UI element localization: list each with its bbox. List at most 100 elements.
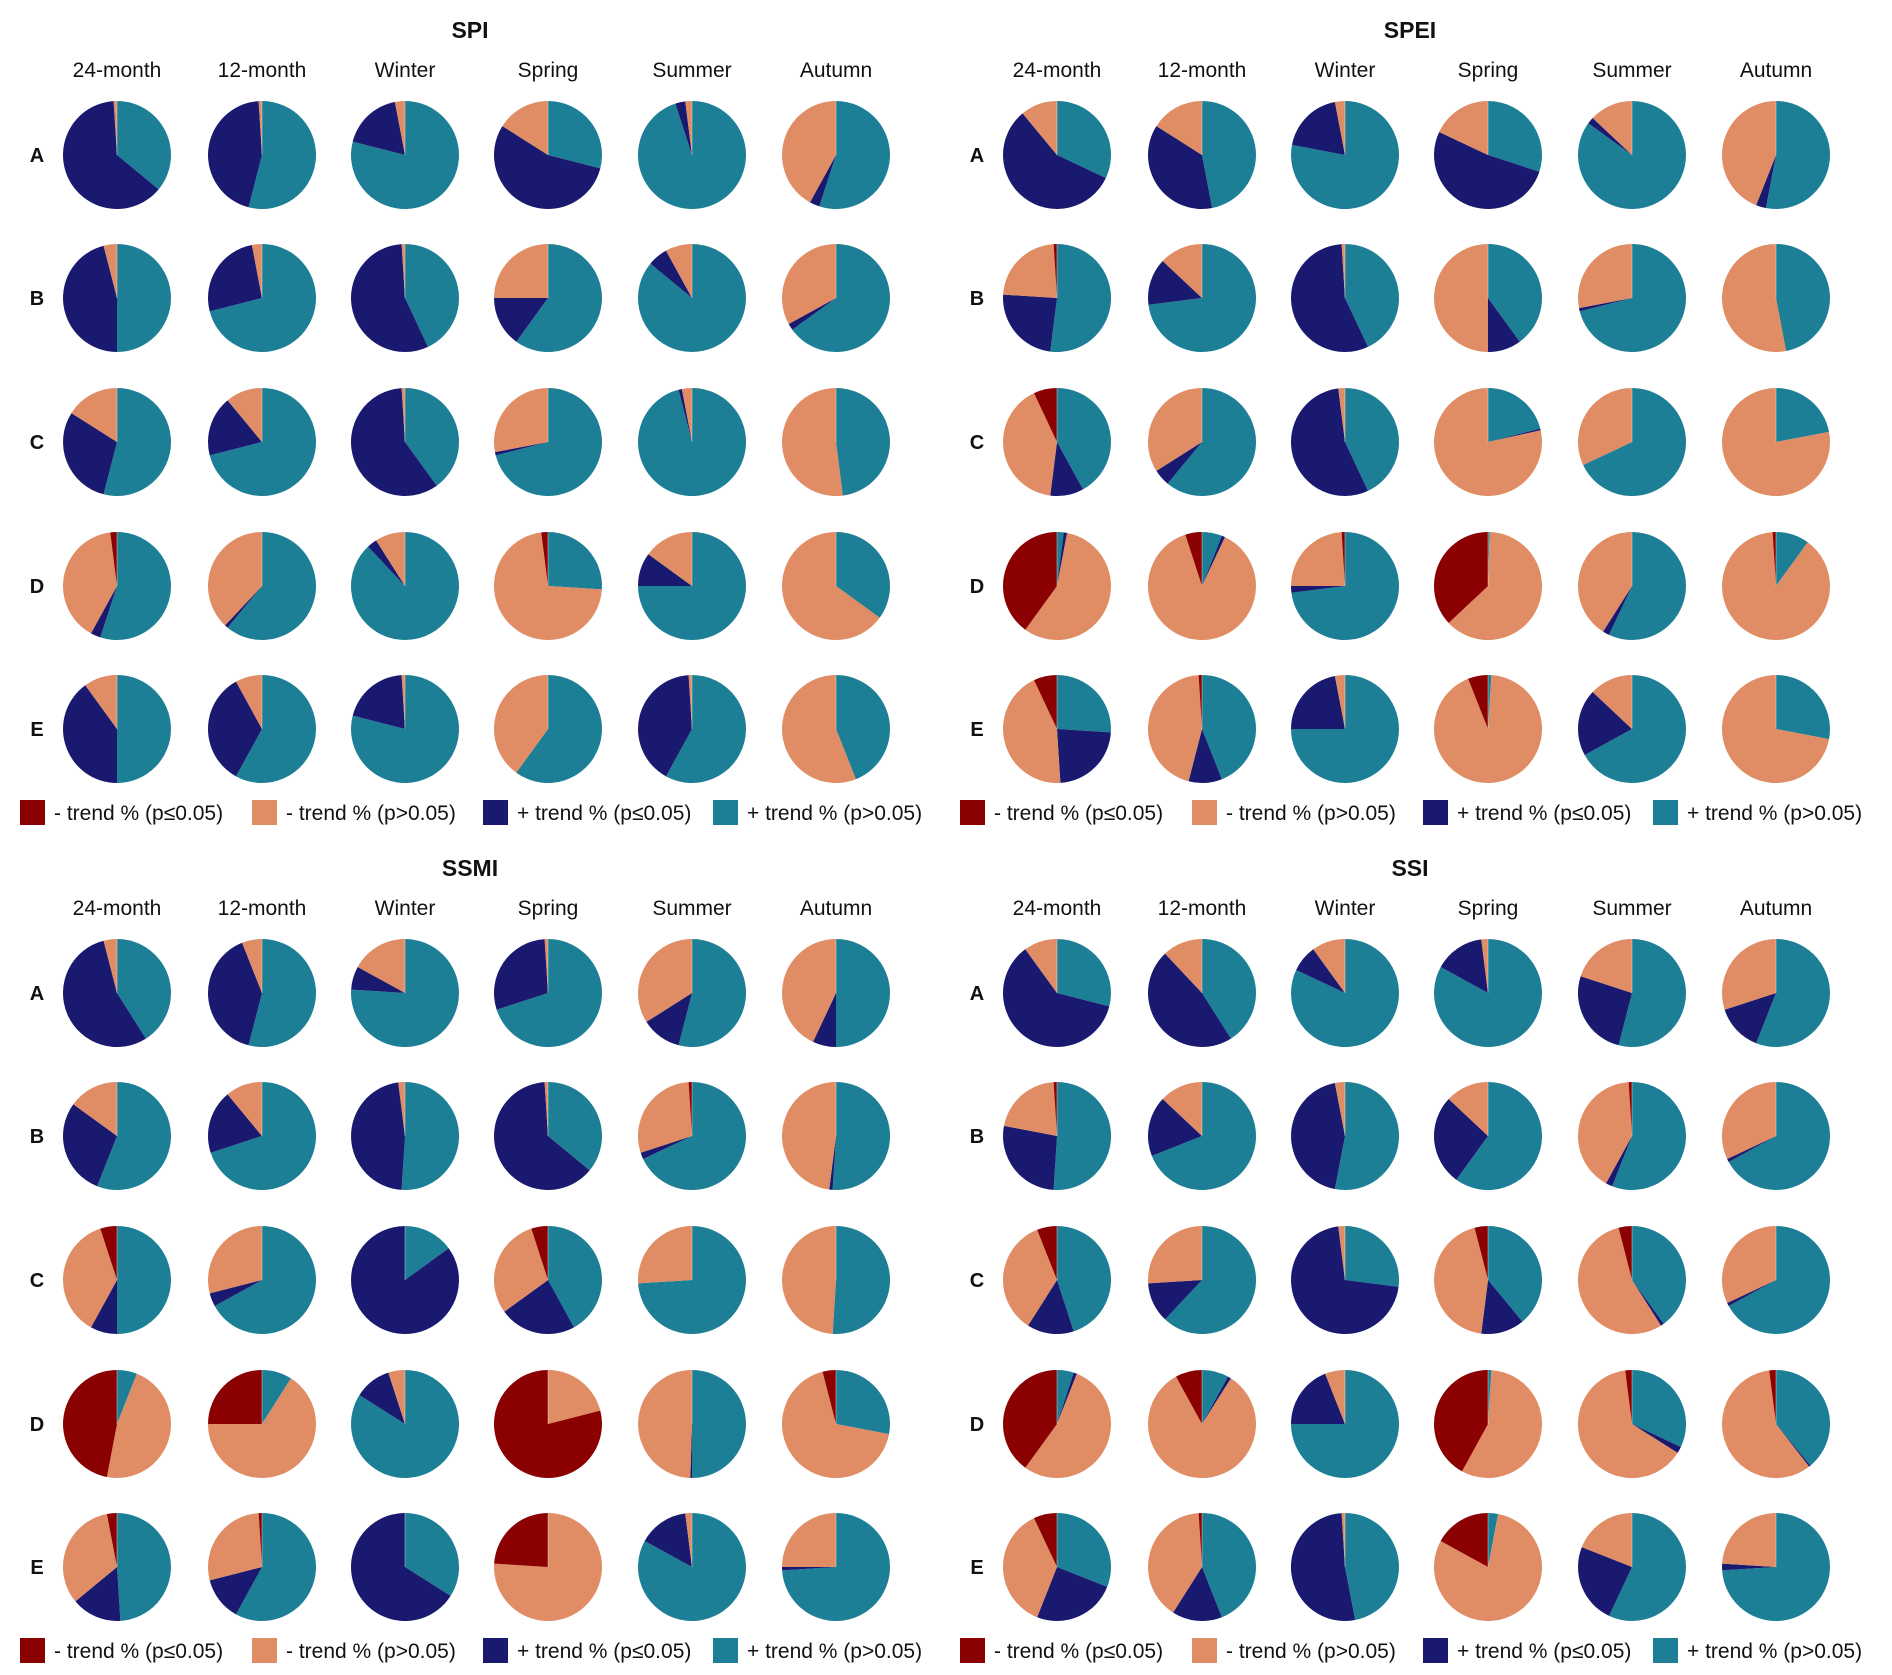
pie-spi-e-winter: [351, 675, 460, 784]
pie-slice-neg-ns: [685, 101, 692, 155]
row-label: C: [30, 432, 44, 454]
pie-slice-pos-sig: [650, 250, 692, 298]
row-label: C: [30, 1270, 44, 1292]
pie-slice-neg-sig: [63, 1370, 117, 1478]
pie-slice-pos-ns: [1776, 532, 1808, 586]
row-label: B: [970, 1126, 984, 1148]
pie-slice-pos-ns: [235, 675, 317, 783]
pie-slice-neg-ns: [544, 1082, 548, 1136]
pie-slice-pos-ns: [1167, 388, 1256, 496]
pie-spei-e-12-month: [1148, 675, 1257, 783]
pie-slice-pos-sig: [813, 993, 836, 1047]
pie-ssmi-d-12-month: [208, 1370, 316, 1479]
pie-spei-b-12-month: [1148, 244, 1257, 352]
pie-slice-neg-sig: [1175, 1370, 1202, 1424]
pie-slice-pos-sig: [1577, 1547, 1632, 1616]
pie-slice-neg-ns: [1148, 675, 1202, 782]
pie-slice-pos-sig: [1148, 1280, 1202, 1320]
pie-ssmi-e-24-month: [63, 1513, 171, 1621]
pie-slice-neg-sig: [1053, 244, 1057, 298]
pie-slice-pos-sig: [1605, 1136, 1632, 1187]
legend-swatch: [1192, 800, 1217, 825]
pie-slice-neg-sig: [110, 532, 117, 586]
row-label: E: [30, 1557, 43, 1579]
pie-slice-pos-ns: [262, 1370, 291, 1424]
pie-slice-pos-sig: [1291, 101, 1345, 155]
pie-spei-c-summer: [1578, 388, 1687, 497]
pie-slice-pos-ns: [248, 939, 317, 1047]
pie-spei-a-autumn: [1721, 100, 1831, 209]
pie-slice-neg-sig: [208, 1370, 262, 1424]
pie-slice-pos-ns: [227, 532, 316, 640]
pie-slice-pos-sig: [675, 101, 692, 155]
pie-slice-neg-ns: [62, 1228, 117, 1328]
column-label: Spring: [518, 897, 579, 920]
pie-spi-a-12-month: [208, 101, 317, 209]
pie-spi-c-12-month: [208, 388, 317, 497]
pie-slice-pos-ns: [836, 939, 890, 1047]
pie-slice-neg-sig: [1034, 1513, 1057, 1567]
panel-title: SPI: [451, 17, 488, 43]
pie-slice-neg-ns: [1434, 1227, 1488, 1334]
pie-slice-neg-ns: [235, 675, 262, 729]
pie-spi-e-spring: [493, 675, 602, 783]
pie-ssmi-e-winter: [350, 1513, 459, 1621]
pie-ssi-a-autumn: [1721, 939, 1830, 1047]
pie-slice-pos-ns: [1456, 1082, 1542, 1190]
pie-ssi-a-summer: [1577, 939, 1687, 1047]
pie-slice-neg-ns: [1581, 1513, 1632, 1567]
pie-ssi-e-winter: [1290, 1513, 1399, 1622]
pie-slice-neg-sig: [531, 1226, 548, 1280]
pie-ssmi-c-winter: [351, 1226, 460, 1334]
pie-ssmi-b-24-month: [62, 1082, 171, 1190]
legend-item: + trend % (p>0.05): [1653, 1638, 1862, 1663]
pie-slice-pos-sig: [350, 1513, 451, 1621]
column-label: 12-month: [218, 897, 307, 920]
pie-slice-pos-sig: [209, 1567, 262, 1615]
pie-slice-neg-sig: [1198, 675, 1202, 729]
pie-slice-neg-ns: [1162, 244, 1202, 298]
legend-swatch: [960, 800, 985, 825]
legend-item: + trend % (p>0.05): [713, 1638, 922, 1663]
pie-slice-pos-sig: [1202, 535, 1225, 586]
pie-slice-pos-sig: [90, 1280, 117, 1334]
pie-ssi-c-winter: [1290, 1226, 1399, 1335]
pie-slice-neg-sig: [100, 1226, 117, 1280]
pie-slice-pos-sig: [63, 413, 117, 495]
pie-slice-neg-ns: [1439, 101, 1488, 155]
pie-slice-pos-sig: [208, 942, 262, 1046]
pie-slice-pos-ns: [100, 532, 171, 641]
row-label: D: [30, 1414, 44, 1436]
pie-slice-pos-sig: [1290, 244, 1368, 353]
legend-label: + trend % (p>0.05): [747, 802, 922, 825]
pie-ssmi-e-summer: [638, 1513, 747, 1621]
pie-ssmi-a-12-month: [208, 939, 317, 1047]
pie-slice-neg-ns: [781, 387, 843, 497]
pie-ssi-c-spring: [1434, 1226, 1543, 1334]
pie-slice-neg-sig: [1440, 1513, 1488, 1567]
pie-spei-e-autumn: [1721, 675, 1830, 784]
pie-slice-neg-ns: [1592, 101, 1632, 155]
pie-slice-pos-ns: [210, 1082, 316, 1190]
pie-spei-a-24-month: [1002, 101, 1111, 209]
pie-ssmi-a-winter: [351, 939, 460, 1047]
legend-item: - trend % (p≤0.05): [960, 1638, 1163, 1663]
pie-slice-neg-sig: [1002, 532, 1057, 630]
pie-slice-pos-sig: [504, 1280, 575, 1334]
pie-slice-pos-ns: [1165, 1226, 1257, 1334]
pie-ssmi-c-summer: [638, 1226, 747, 1334]
column-label: 12-month: [1158, 897, 1247, 920]
pie-slice-pos-sig: [829, 1136, 836, 1190]
pie-ssi-b-autumn: [1722, 1082, 1831, 1190]
pie-slice-neg-ns: [1291, 532, 1345, 586]
pie-ssmi-d-autumn: [781, 1370, 890, 1479]
pie-slice-pos-ns: [1202, 101, 1256, 209]
column-label: 24-month: [1013, 59, 1102, 82]
pie-spei-b-spring: [1434, 244, 1543, 352]
pie-slice-neg-sig: [1434, 1370, 1488, 1472]
pie-slice-pos-ns: [1765, 100, 1831, 209]
pie-slice-pos-sig: [1578, 298, 1632, 312]
legend-swatch: [1423, 1638, 1448, 1663]
pie-slice-pos-sig: [678, 388, 692, 442]
pie-spei-a-12-month: [1148, 101, 1256, 209]
